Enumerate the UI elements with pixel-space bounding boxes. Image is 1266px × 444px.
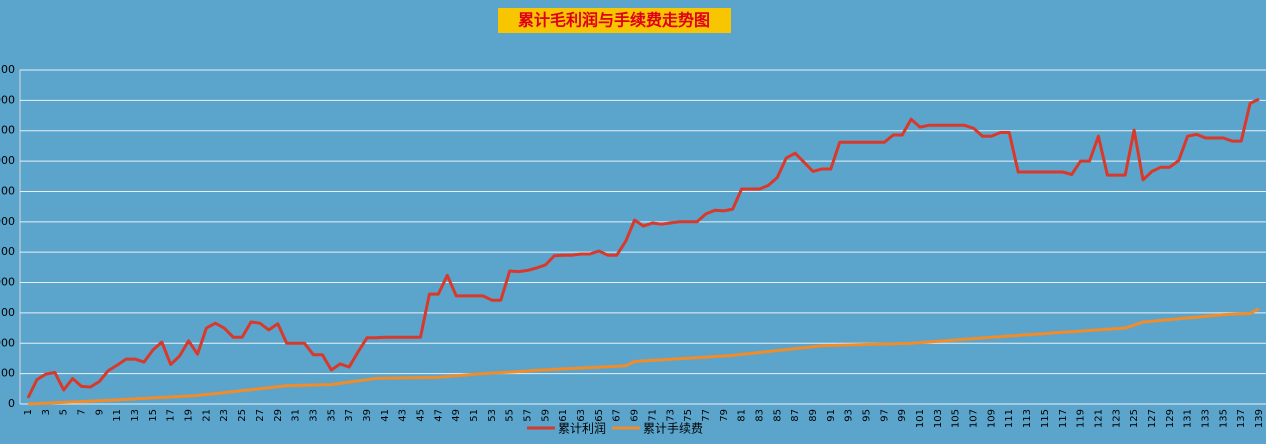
x-tick-label: 137 xyxy=(1236,409,1247,428)
x-tick-label: 29 xyxy=(273,409,284,422)
x-tick-label: 111 xyxy=(1004,409,1015,428)
y-tick-label: 1000 xyxy=(0,336,15,349)
x-tick-label: 123 xyxy=(1111,409,1122,428)
x-tick-label: 53 xyxy=(487,409,498,422)
series-line xyxy=(27,307,1260,406)
x-tick-label: 117 xyxy=(1058,409,1069,428)
x-tick-label: 51 xyxy=(469,409,480,422)
x-tick-label: 41 xyxy=(380,409,391,422)
y-tick-label: 5000 xyxy=(0,93,15,106)
x-tick-label: 3 xyxy=(41,409,52,415)
x-tick-label: 69 xyxy=(630,409,641,422)
x-tick-label: 97 xyxy=(879,409,890,422)
x-tick-label: 7 xyxy=(77,409,88,415)
x-tick-label: 63 xyxy=(576,409,587,422)
legend-label: 累计手续费 xyxy=(643,422,703,436)
x-tick-label: 125 xyxy=(1129,409,1140,428)
x-tick-label: 83 xyxy=(754,409,765,422)
x-tick-label: 139 xyxy=(1254,409,1265,428)
x-tick-label: 131 xyxy=(1183,409,1194,428)
x-tick-label: 61 xyxy=(558,409,569,422)
x-tick-label: 45 xyxy=(415,409,426,422)
x-tick-label: 33 xyxy=(308,409,319,422)
x-tick-label: 95 xyxy=(862,409,873,422)
x-tick-label: 71 xyxy=(647,409,658,422)
x-tick-label: 21 xyxy=(201,409,212,422)
x-tick-label: 105 xyxy=(951,409,962,428)
x-tick-label: 17 xyxy=(166,409,177,422)
series-line xyxy=(26,97,1260,399)
x-tick-label: 109 xyxy=(986,409,997,428)
x-tick-label: 13 xyxy=(130,409,141,422)
x-tick-label: 93 xyxy=(844,409,855,422)
x-tick-label: 119 xyxy=(1076,409,1087,428)
x-tick-label: 25 xyxy=(237,409,248,422)
legend-label: 累计利润 xyxy=(558,422,606,436)
x-tick-label: 113 xyxy=(1022,409,1033,428)
x-tick-label: 47 xyxy=(433,409,444,422)
x-tick-label: 89 xyxy=(808,409,819,422)
x-tick-label: 35 xyxy=(326,409,337,422)
x-tick-label: 87 xyxy=(790,409,801,422)
y-tick-label: 2000 xyxy=(0,276,15,289)
x-tick-label: 9 xyxy=(94,409,105,415)
y-tick-label: 5500 xyxy=(0,63,15,76)
x-tick-label: 91 xyxy=(826,409,837,422)
x-tick-label: 23 xyxy=(219,409,230,422)
x-tick-label: 1 xyxy=(23,409,34,415)
x-tick-label: 99 xyxy=(897,409,908,422)
x-tick-label: 127 xyxy=(1147,409,1158,428)
x-tick-label: 129 xyxy=(1165,409,1176,428)
x-tick-label: 135 xyxy=(1218,409,1229,428)
x-tick-label: 81 xyxy=(737,409,748,422)
x-tick-label: 101 xyxy=(915,409,926,428)
y-tick-label: 500 xyxy=(0,367,15,380)
x-tick-label: 27 xyxy=(255,409,266,422)
x-tick-label: 107 xyxy=(969,409,980,428)
x-tick-label: 37 xyxy=(344,409,355,422)
x-tick-label: 73 xyxy=(665,409,676,422)
x-tick-label: 57 xyxy=(523,409,534,422)
x-tick-label: 31 xyxy=(291,409,302,422)
y-tick-label: 4500 xyxy=(0,124,15,137)
y-tick-label: 3000 xyxy=(0,215,15,228)
chart-title: 累计毛利润与手续费走势图 xyxy=(518,11,710,30)
y-tick-label: 1500 xyxy=(0,306,15,319)
x-tick-label: 43 xyxy=(398,409,409,422)
x-tick-label: 55 xyxy=(505,409,516,422)
x-tick-label: 85 xyxy=(772,409,783,422)
x-tick-label: 59 xyxy=(540,409,551,422)
x-tick-label: 15 xyxy=(148,409,159,422)
y-tick-label: 0 xyxy=(8,397,15,410)
x-tick-label: 75 xyxy=(683,409,694,422)
x-tick-label: 77 xyxy=(701,409,712,422)
x-tick-label: 121 xyxy=(1093,409,1104,428)
x-tick-label: 11 xyxy=(112,409,123,422)
x-tick-label: 49 xyxy=(451,409,462,422)
x-tick-label: 19 xyxy=(184,409,195,422)
x-tick-label: 65 xyxy=(594,409,605,422)
x-tick-label: 5 xyxy=(59,409,70,415)
title-box xyxy=(498,8,731,33)
x-tick-label: 39 xyxy=(362,409,373,422)
x-tick-label: 103 xyxy=(933,409,944,428)
y-tick-label: 4000 xyxy=(0,154,15,167)
x-tick-label: 133 xyxy=(1200,409,1211,428)
x-tick-label: 67 xyxy=(612,409,623,422)
y-tick-label: 2500 xyxy=(0,245,15,258)
x-tick-label: 115 xyxy=(1040,409,1051,428)
y-tick-label: 3500 xyxy=(0,184,15,197)
x-tick-label: 79 xyxy=(719,409,730,422)
